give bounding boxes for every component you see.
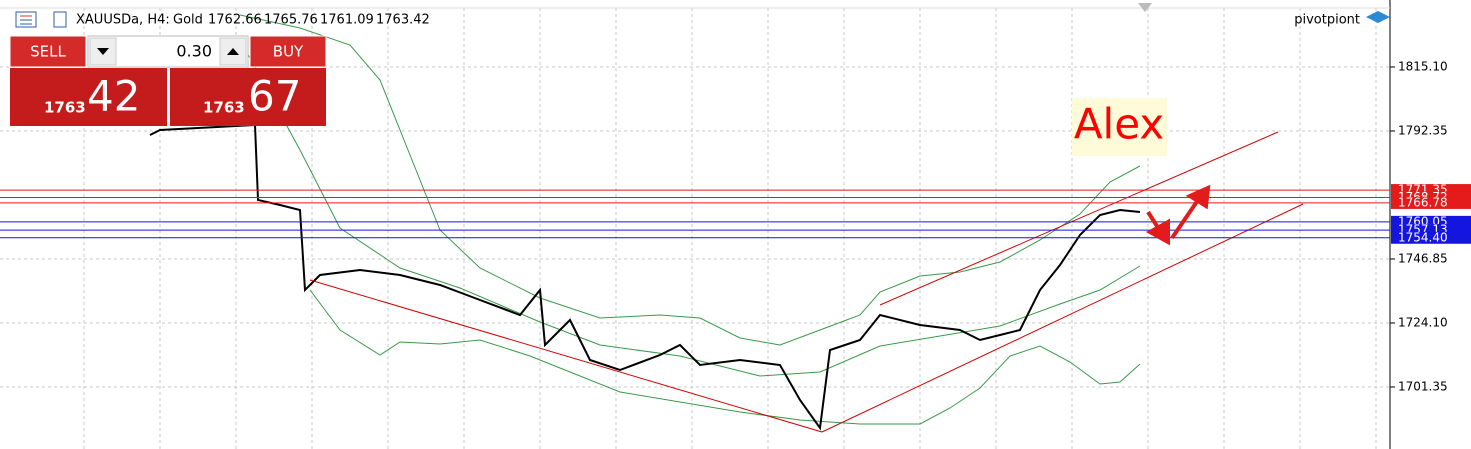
scroll-marker [1138,3,1152,12]
brand: pivotpiont [1294,13,1360,28]
level-tag [1391,231,1471,244]
buy-button[interactable] [249,35,327,68]
lower-band [309,289,1141,425]
chart-icon[interactable] [53,11,67,28]
price-axis: 1815.10 1792.35 1746.85 1724.10 1701.35 [1390,60,1448,394]
annotation-bg [1072,98,1167,156]
volume[interactable]: 0.30 [176,42,212,61]
level-tag [1391,196,1471,209]
symbol: XAUUSDa, H4: [76,13,170,28]
bid-prefix: 1763 [44,99,86,117]
price-label: 1792.35 [1398,124,1448,138]
arrows [1145,184,1211,246]
ask-box[interactable] [170,68,326,126]
middle-band [239,39,1141,377]
ask-pips: 67 [248,72,301,121]
trend-line [821,203,1304,433]
price-label: 1815.10 [1398,60,1448,74]
trend-lines [309,131,1304,433]
arrow-head [1145,218,1170,246]
up-icon [227,48,239,55]
down-icon [97,48,109,55]
level-label: 1754.40 [1398,230,1448,244]
sell-button[interactable] [9,35,87,68]
description: Gold [173,13,203,28]
bollinger-bands [239,14,1141,425]
trend-line [309,279,823,433]
ohlc-value: 1763.42 [376,13,430,28]
ohlc-value: 1761.09 [320,13,374,28]
annotation: Alex [1074,100,1164,149]
price-label: 1746.85 [1398,252,1448,266]
arrow-head [1185,184,1211,210]
price-label: 1724.10 [1398,316,1448,330]
upper-band [239,14,1141,346]
ohlc-value: 1762.66 [208,13,262,28]
bid-pips: 42 [87,72,140,121]
buy-label: BUY [273,43,304,61]
ohlc-value: 1765.76 [264,13,318,28]
level-label: 1766.78 [1398,195,1448,209]
arrow-up [1170,198,1200,240]
levels: 1771.351768.721766.781760.051757.131754.… [0,183,1471,244]
ohlc: 1762.66 1765.76 1761.09 1763.42 [208,13,430,28]
sell-label: SELL [30,43,66,61]
brand-icon [1366,11,1390,23]
ask-prefix: 1763 [203,99,245,117]
bid-box[interactable] [10,68,167,126]
price-label: 1701.35 [1398,380,1448,394]
price-path [149,123,1141,431]
trend-line [879,131,1279,306]
